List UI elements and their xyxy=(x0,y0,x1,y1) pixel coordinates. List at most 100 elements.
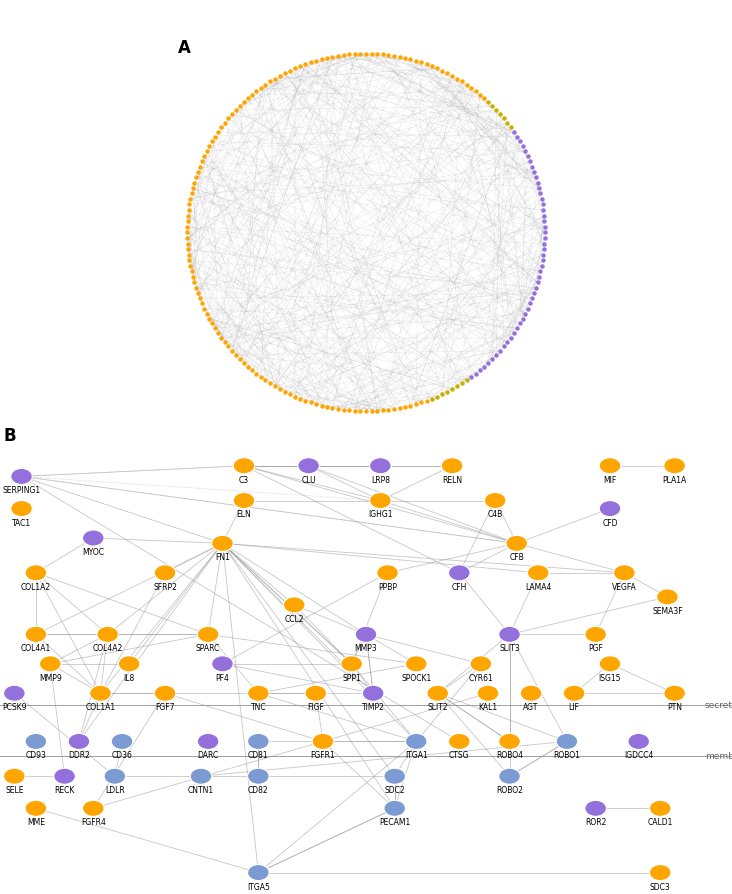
Text: MME: MME xyxy=(27,818,45,827)
Ellipse shape xyxy=(154,565,176,581)
Text: PECAM1: PECAM1 xyxy=(379,818,411,827)
Ellipse shape xyxy=(498,733,520,749)
Ellipse shape xyxy=(11,501,32,517)
Ellipse shape xyxy=(83,530,104,546)
Text: MYOC: MYOC xyxy=(82,548,104,557)
Ellipse shape xyxy=(247,768,269,784)
Text: SERPING1: SERPING1 xyxy=(2,486,40,495)
Ellipse shape xyxy=(498,768,520,784)
Text: RELN: RELN xyxy=(442,476,462,485)
Text: IGHG1: IGHG1 xyxy=(368,510,392,519)
Text: PLA1A: PLA1A xyxy=(662,476,687,485)
Text: SDC2: SDC2 xyxy=(384,786,405,795)
Ellipse shape xyxy=(585,800,606,816)
Ellipse shape xyxy=(341,656,362,671)
Ellipse shape xyxy=(312,733,334,749)
Text: ROBO1: ROBO1 xyxy=(553,751,580,761)
Ellipse shape xyxy=(97,627,119,643)
Text: COL4A2: COL4A2 xyxy=(92,645,123,654)
Ellipse shape xyxy=(427,685,449,701)
Text: ROBO2: ROBO2 xyxy=(496,786,523,795)
Text: TNC: TNC xyxy=(250,704,266,713)
Ellipse shape xyxy=(83,800,104,816)
Ellipse shape xyxy=(4,685,25,701)
Text: FIGF: FIGF xyxy=(307,704,324,713)
Text: secreted: secreted xyxy=(705,701,732,710)
Text: FGFR1: FGFR1 xyxy=(310,751,335,761)
Ellipse shape xyxy=(234,493,255,509)
Text: SLIT3: SLIT3 xyxy=(499,645,520,654)
Ellipse shape xyxy=(305,685,326,701)
Ellipse shape xyxy=(283,597,305,613)
Ellipse shape xyxy=(362,685,384,701)
Text: C3: C3 xyxy=(239,476,249,485)
Text: ITGA1: ITGA1 xyxy=(405,751,427,761)
Text: CFB: CFB xyxy=(509,553,524,562)
Text: CFD: CFD xyxy=(602,519,618,527)
Text: SPOCK1: SPOCK1 xyxy=(401,674,431,683)
Ellipse shape xyxy=(355,627,377,643)
Ellipse shape xyxy=(585,627,606,643)
Ellipse shape xyxy=(370,493,391,509)
Ellipse shape xyxy=(449,565,470,581)
Text: SPP1: SPP1 xyxy=(343,674,361,683)
Text: CD81: CD81 xyxy=(248,751,269,761)
Text: SDC3: SDC3 xyxy=(650,882,671,891)
Ellipse shape xyxy=(298,458,319,474)
Text: LRP8: LRP8 xyxy=(371,476,390,485)
Ellipse shape xyxy=(11,468,32,485)
Ellipse shape xyxy=(528,565,549,581)
Text: CCL2: CCL2 xyxy=(285,615,304,624)
Text: PCSK9: PCSK9 xyxy=(2,704,26,713)
Ellipse shape xyxy=(40,656,61,671)
Text: CD82: CD82 xyxy=(248,786,269,795)
Ellipse shape xyxy=(449,733,470,749)
Ellipse shape xyxy=(198,733,219,749)
Ellipse shape xyxy=(54,768,75,784)
Ellipse shape xyxy=(247,864,269,881)
Text: IGDCC4: IGDCC4 xyxy=(624,751,654,761)
Text: AGT: AGT xyxy=(523,704,539,713)
Ellipse shape xyxy=(190,768,212,784)
Ellipse shape xyxy=(370,458,391,474)
Ellipse shape xyxy=(25,800,47,816)
Ellipse shape xyxy=(600,656,621,671)
Text: SEMA3F: SEMA3F xyxy=(652,607,683,616)
Ellipse shape xyxy=(498,627,520,643)
Ellipse shape xyxy=(154,685,176,701)
Ellipse shape xyxy=(600,501,621,517)
Text: CTSG: CTSG xyxy=(449,751,469,761)
Ellipse shape xyxy=(664,685,685,701)
Text: ITGA5: ITGA5 xyxy=(247,882,270,891)
Ellipse shape xyxy=(485,493,506,509)
Ellipse shape xyxy=(104,768,126,784)
Text: PPBP: PPBP xyxy=(378,583,397,592)
Ellipse shape xyxy=(234,458,255,474)
Text: CALD1: CALD1 xyxy=(648,818,673,827)
Ellipse shape xyxy=(628,733,649,749)
Ellipse shape xyxy=(477,685,498,701)
Ellipse shape xyxy=(406,733,427,749)
Ellipse shape xyxy=(506,536,528,552)
Ellipse shape xyxy=(377,565,398,581)
Text: FGF7: FGF7 xyxy=(155,704,175,713)
Text: IL8: IL8 xyxy=(124,674,135,683)
Ellipse shape xyxy=(470,656,492,671)
Text: FGFR4: FGFR4 xyxy=(81,818,105,827)
Text: MMP3: MMP3 xyxy=(354,645,378,654)
Ellipse shape xyxy=(600,458,621,474)
Text: DARC: DARC xyxy=(198,751,219,761)
Text: CYR61: CYR61 xyxy=(468,674,493,683)
Text: SLIT2: SLIT2 xyxy=(427,704,448,713)
Text: MMP9: MMP9 xyxy=(39,674,61,683)
Text: COL1A2: COL1A2 xyxy=(20,583,51,592)
Text: TAC1: TAC1 xyxy=(12,519,31,527)
Text: SPARC: SPARC xyxy=(196,645,220,654)
Ellipse shape xyxy=(90,685,111,701)
Text: LDLR: LDLR xyxy=(105,786,124,795)
Ellipse shape xyxy=(384,768,406,784)
Text: PGF: PGF xyxy=(589,645,603,654)
Text: SELE: SELE xyxy=(5,786,23,795)
Ellipse shape xyxy=(111,733,132,749)
Ellipse shape xyxy=(664,458,685,474)
